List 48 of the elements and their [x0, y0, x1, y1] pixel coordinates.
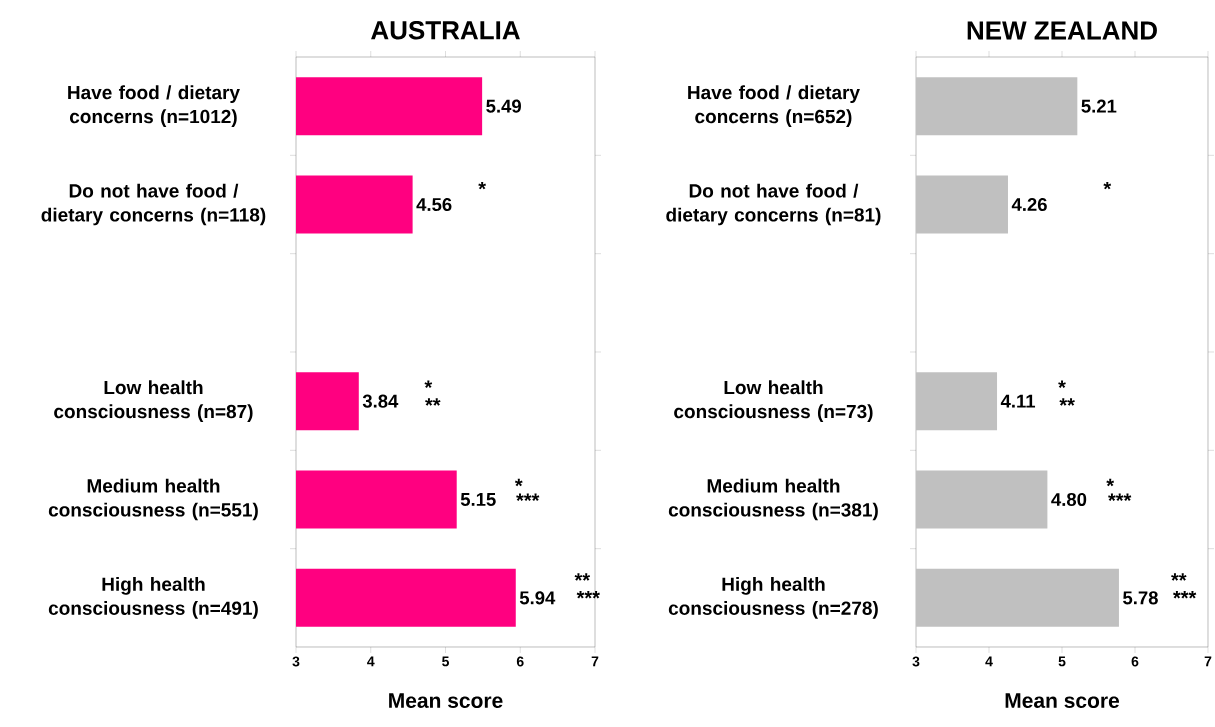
data-label: 4.80 — [1051, 492, 1087, 507]
x-tick-label: 5 — [1058, 656, 1066, 667]
y-tick-label: Do not have food / dietary concerns (n=81) — [666, 183, 881, 226]
x-tick-label: 6 — [516, 656, 524, 667]
chart-title: NEW ZEALAND — [967, 21, 1157, 40]
x-axis-title: Mean score — [389, 693, 503, 708]
annotation: * — [1106, 478, 1115, 487]
data-label: 5.49 — [486, 99, 521, 113]
chart-title: AUSTRALIA — [371, 21, 520, 40]
x-tick-label: 3 — [912, 656, 920, 667]
annotation: *** — [576, 590, 600, 599]
x-tick-label: 5 — [442, 656, 450, 667]
data-label: 4.11 — [1000, 394, 1036, 408]
x-tick-label: 4 — [985, 656, 993, 667]
annotation: ** — [425, 398, 441, 406]
y-tick-label: High health consciousness (n=491) — [48, 576, 258, 619]
x-axis-title: Mean score — [1005, 693, 1120, 708]
data-label: 4.26 — [1011, 197, 1047, 212]
annotation: * — [424, 380, 433, 388]
annotation: * — [514, 478, 523, 487]
x-tick-label: 7 — [1204, 656, 1212, 667]
data-label: 4.56 — [416, 197, 452, 212]
x-tick-label: 6 — [1131, 656, 1139, 667]
x-tick-label: 4 — [367, 656, 375, 667]
data-label: 5.21 — [1081, 99, 1117, 113]
annotation: *** — [516, 493, 540, 502]
annotation: * — [1103, 181, 1112, 190]
y-tick-label: Do not have food / dietary concerns (n=118) — [41, 183, 266, 226]
data-label: 3.84 — [362, 394, 399, 408]
annotation: * — [1058, 380, 1066, 388]
x-tick-label: 3 — [292, 656, 300, 667]
data-label: 5.78 — [1123, 591, 1158, 605]
x-tick-label: 7 — [591, 656, 599, 667]
y-tick-label: High health consciousness (n=278) — [668, 576, 878, 619]
annotation: ** — [1059, 398, 1075, 406]
annotation: * — [478, 181, 486, 190]
data-label: 5.94 — [519, 591, 556, 605]
data-label: 5.15 — [460, 493, 496, 506]
y-tick-label: Low health consciousness (n=87) — [54, 380, 253, 423]
annotation: *** — [1173, 590, 1197, 599]
y-tick-label: Low health consciousness (n=73) — [674, 380, 873, 423]
y-tick-label: Have food / dietary concerns (n=652) — [688, 85, 860, 128]
y-tick-label: Have food / dietary concerns (n=1012) — [68, 85, 240, 128]
annotation: ** — [574, 573, 591, 581]
annotation: ** — [1171, 573, 1187, 581]
y-tick-label: Medium health consciousness (n=381) — [668, 478, 878, 521]
annotation: *** — [1108, 493, 1132, 502]
y-tick-label: Medium health consciousness (n=551) — [48, 478, 258, 521]
